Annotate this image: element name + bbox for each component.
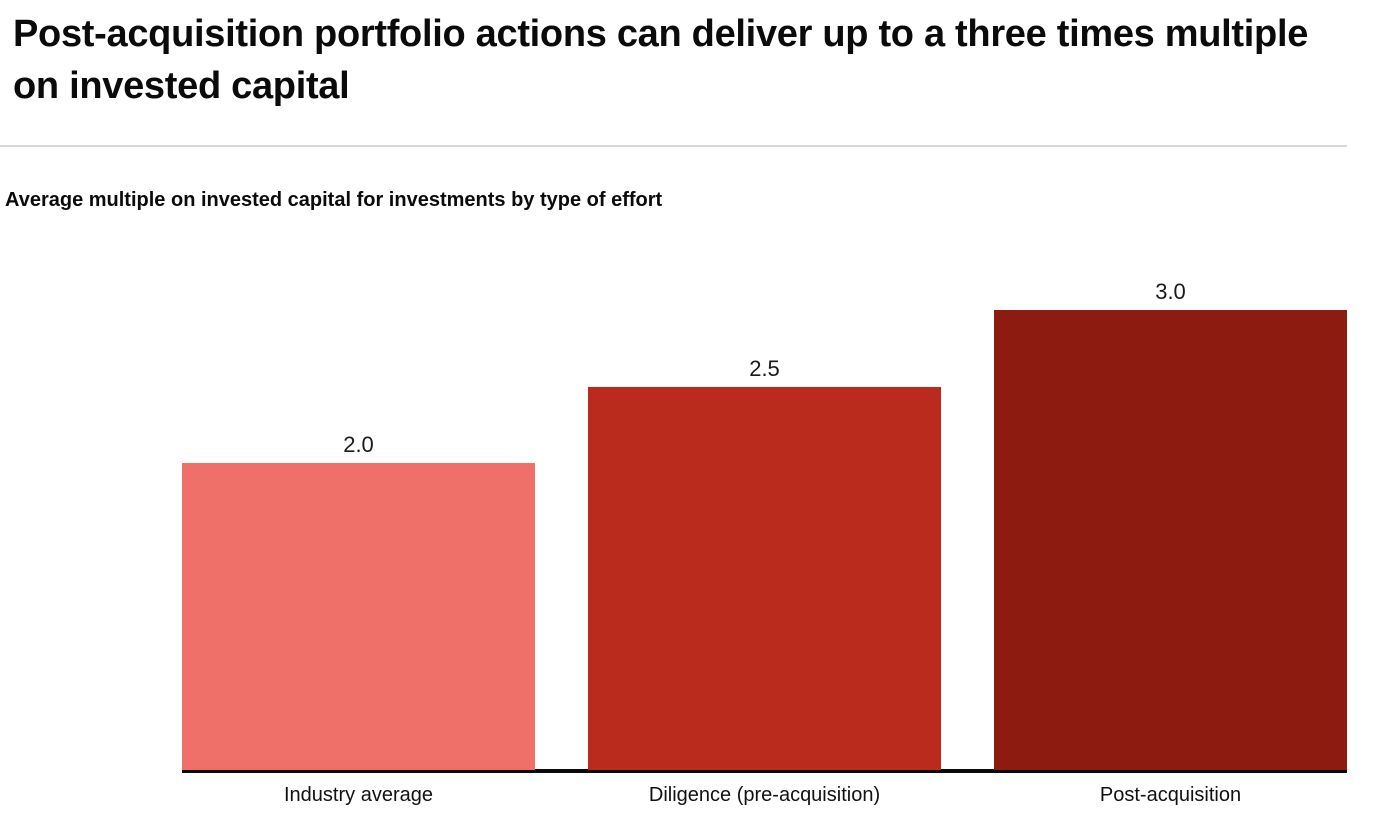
- bar-value-label: 2.0: [343, 432, 374, 457]
- bar-category-label: Post-acquisition: [1099, 784, 1242, 806]
- bar-category-label: Diligence (pre-acquisition): [648, 784, 881, 806]
- chart-title: Average multiple on invested capital for…: [5, 189, 663, 211]
- bar-category-label: Industry average: [284, 784, 433, 806]
- bar-2: [588, 387, 941, 770]
- bar-1: [182, 463, 535, 770]
- page-title: Post-acquisition portfolio actions can d…: [13, 13, 1309, 107]
- bar-value-label: 2.5: [749, 356, 780, 381]
- divider-line: [0, 145, 1347, 147]
- bar-value-label: 3.0: [1155, 279, 1186, 304]
- x-axis-line: [182, 769, 1347, 773]
- bar-3: [994, 310, 1347, 770]
